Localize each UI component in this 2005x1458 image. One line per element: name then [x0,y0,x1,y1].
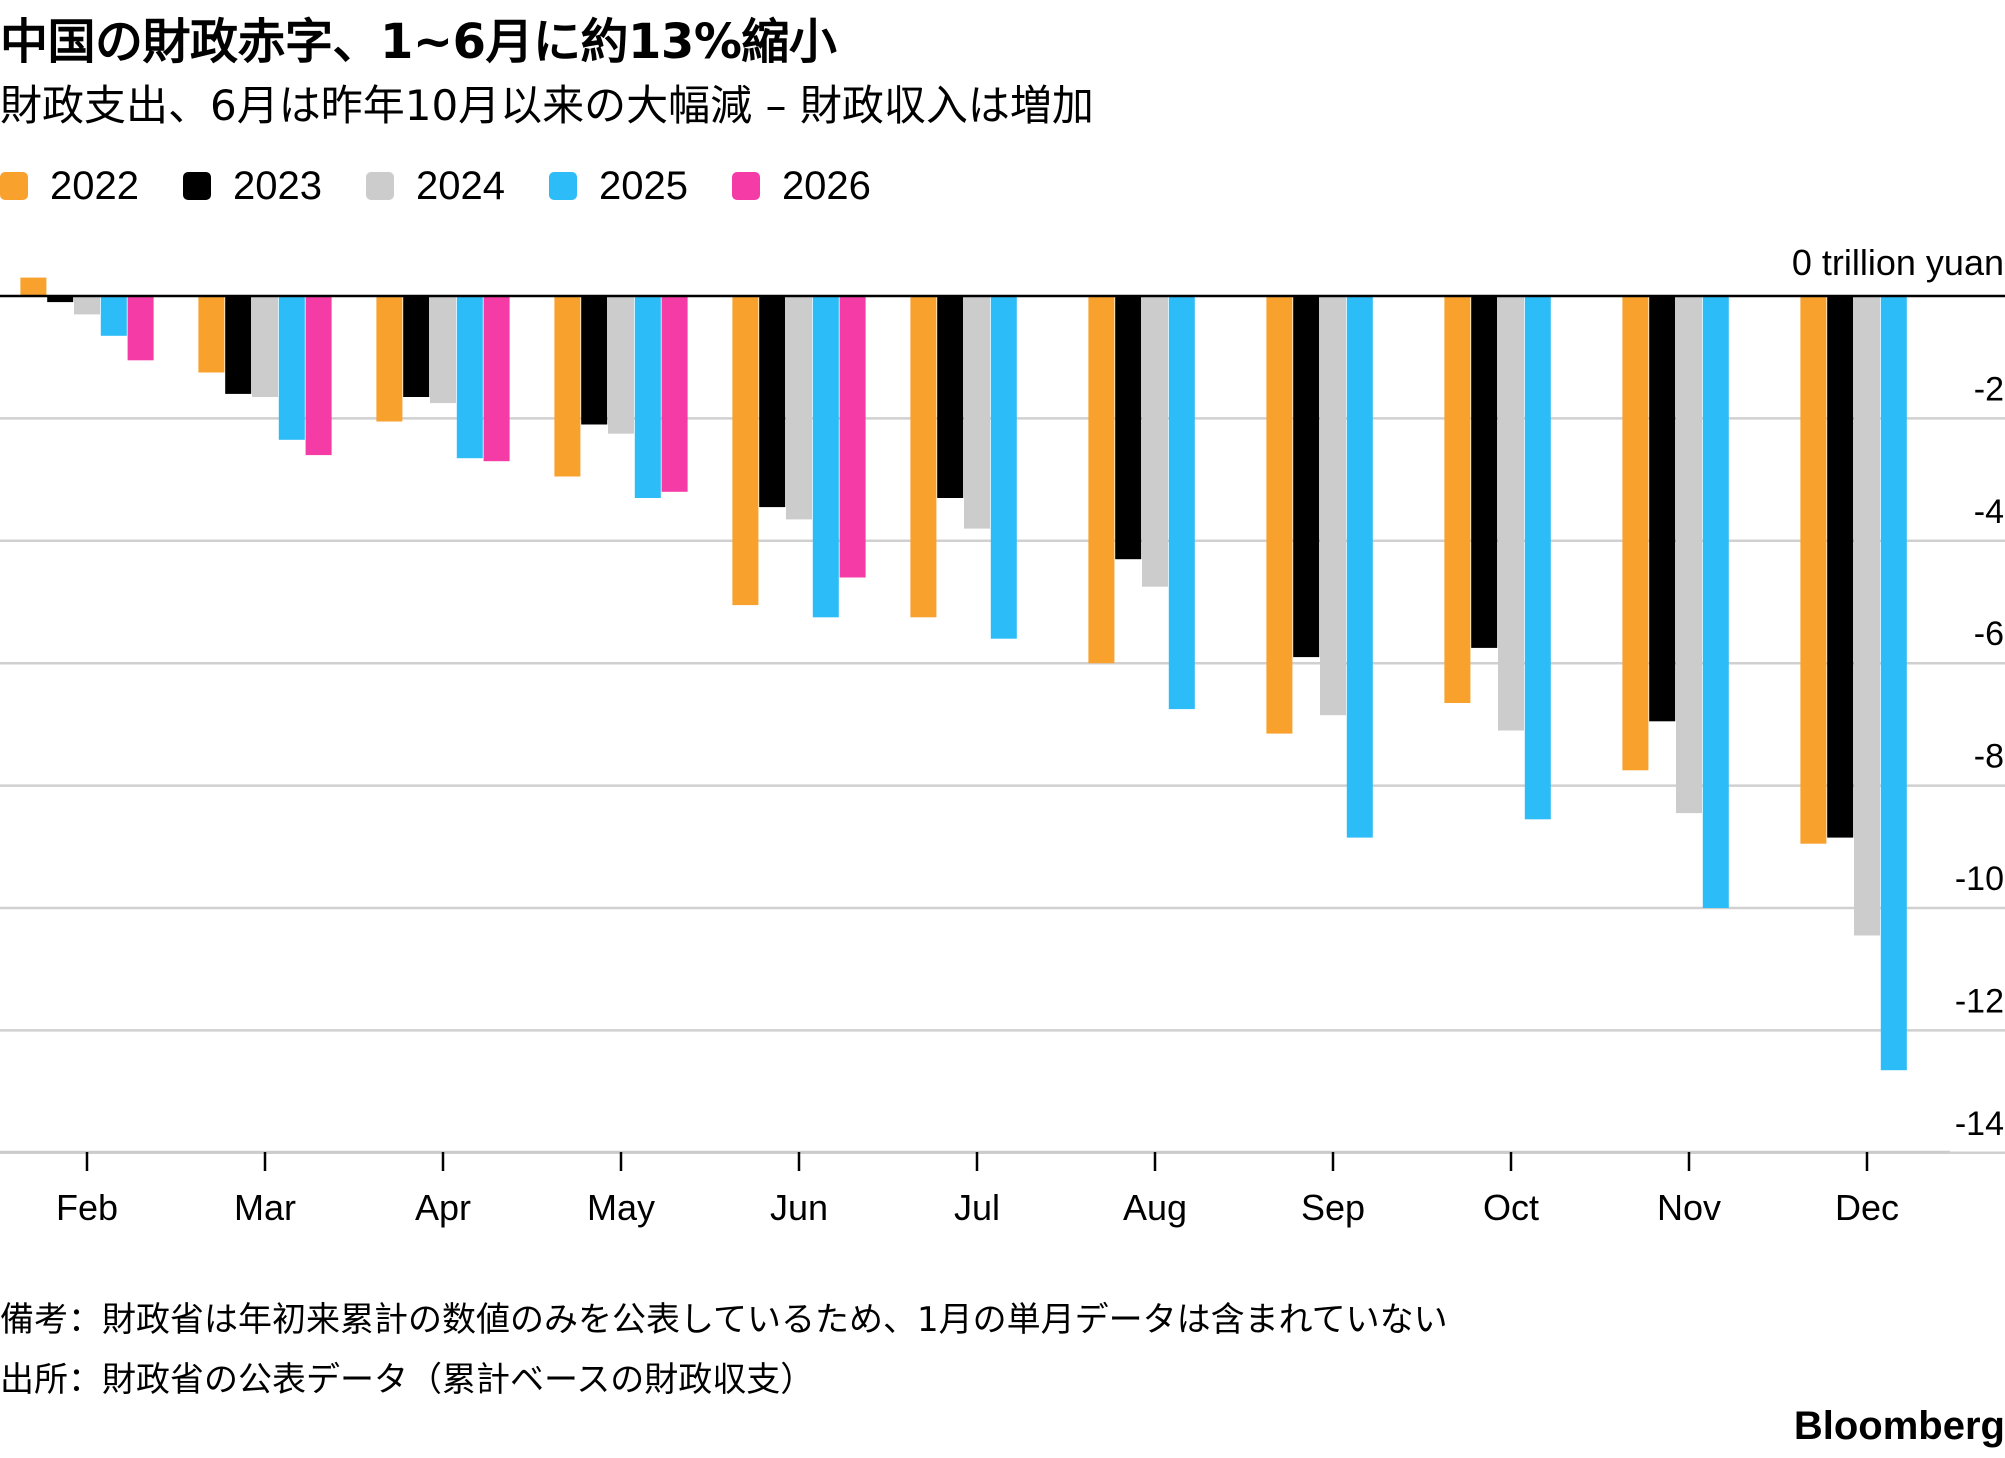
bar-2022-aug [1088,296,1115,664]
y-axis-labels: 0 trillion yuan -2 -4 -6 -8 -10 -12 -14 [1792,242,2004,1143]
bar-2022-oct [1444,296,1471,703]
bar-2022-nov [1622,296,1649,771]
bar-2022-apr [376,296,403,422]
chart-subtitle: 財政支出、6月は昨年10月以来の大幅減 – 財政収入は増加 [0,81,1094,130]
bar-2024-jul [964,296,990,529]
legend-item-2024: 2024 [365,163,505,209]
legend: 2022 2023 2024 2025 2026 [0,163,915,209]
bar-2025-aug [1168,296,1195,710]
bar-2026-feb [127,296,154,361]
bar-2023-jun [759,296,786,508]
bar-2024-dec [1854,296,1880,936]
bar-2024-sep [1320,296,1346,716]
footnote-source: 出所：財政省の公表データ（累計ベースの財政収支） [0,1360,815,1400]
bar-2024-may [608,296,634,434]
x-tick-label: Apr [415,1187,471,1228]
bar-2025-jul [990,296,1017,639]
bar-2024-nov [1676,296,1702,814]
legend-label: 2025 [598,163,688,208]
x-tick-label: Mar [234,1187,296,1228]
x-tick-label: Feb [56,1187,118,1228]
legend-swatch [731,172,760,200]
y-tick-label: -14 [1955,1105,2004,1143]
y-tick-label: -10 [1955,860,2004,898]
bar-chart: 0 trillion yuan -2 -4 -6 -8 -10 -12 -14 Feb Mar A… [0,242,2005,1228]
bar-2024-aug [1142,296,1168,587]
bar-2025-may [634,296,661,498]
bar-2025-nov [1702,296,1729,908]
y-tick-label: -12 [1955,982,2004,1020]
bar-2025-apr [456,296,483,459]
bar-2023-jul [937,296,964,498]
legend-swatch [365,172,394,200]
bar-2022-may [554,296,581,477]
bar-2022-jun [732,296,759,606]
x-tick-label: May [587,1187,655,1228]
legend-item-2025: 2025 [548,163,688,209]
bar-2024-apr [430,296,456,404]
bar-2023-feb [47,296,74,303]
bar-2026-jun [839,296,866,578]
y-tick-label: -2 [1974,370,2004,408]
legend-swatch [182,172,211,200]
bar-2024-jun [786,296,812,520]
x-tick-label: Jul [954,1187,1000,1228]
bar-2022-mar [198,296,225,373]
legend-item-2022: 2022 [0,164,139,209]
x-tick-label: Jun [770,1187,828,1228]
x-tick-label: Sep [1301,1187,1365,1228]
x-tick-label: Aug [1123,1187,1187,1228]
bar-2023-aug [1115,296,1142,560]
bloomberg-logo: Bloomberg [1793,1404,2005,1448]
chart-title: 中国の財政赤字、1~6月に約13%縮小 [0,14,837,70]
y-axis-unit-label: 0 trillion yuan [1792,242,2004,283]
bar-2026-may [661,296,688,492]
bar-2023-oct [1471,296,1498,648]
legend-label: 2026 [781,163,871,208]
bar-2024-mar [252,296,278,397]
bar-2025-oct [1524,296,1551,820]
legend-label: 2024 [415,163,505,208]
bar-2022-feb [20,277,47,296]
y-tick-label: -8 [1974,738,2004,776]
bar-2022-jul [910,296,937,618]
bar-2025-sep [1346,296,1373,838]
bar-2022-sep [1266,296,1293,734]
bar-2025-jun [812,296,839,618]
footnote-remark: 備考：財政省は年初来累計の数値のみを公表しているため、1月の単月データは含まれて… [0,1300,1448,1340]
bar-2025-dec [1880,296,1907,1071]
bar-2023-dec [1827,296,1854,838]
bar-2023-nov [1649,296,1676,722]
legend-item-2023: 2023 [182,163,322,209]
legend-label: 2023 [232,163,322,208]
bar-2024-feb [74,296,100,315]
bar-2026-mar [305,296,332,456]
bar-2023-sep [1293,296,1320,658]
x-axis: Feb Mar Apr May Jun Jul Aug Sep Oct Nov Dec [0,1150,1950,1228]
bar-2024-oct [1498,296,1524,731]
bar-2025-mar [278,296,305,440]
bar-2022-dec [1800,296,1827,844]
x-tick-label: Dec [1835,1187,1899,1228]
legend-label: 2022 [50,163,139,208]
legend-item-2026: 2026 [731,163,871,209]
y-tick-label: -6 [1974,615,2004,653]
legend-swatch [0,172,28,200]
legend-swatch [548,172,577,200]
bar-2023-apr [403,296,430,397]
x-tick-label: Oct [1483,1187,1539,1228]
bar-2025-feb [100,296,127,336]
bar-2023-mar [225,296,252,394]
bars [0,277,2005,1071]
bar-2026-apr [483,296,510,462]
bar-2023-may [581,296,608,425]
x-tick-label: Nov [1657,1187,1721,1228]
y-tick-label: -4 [1974,493,2004,531]
